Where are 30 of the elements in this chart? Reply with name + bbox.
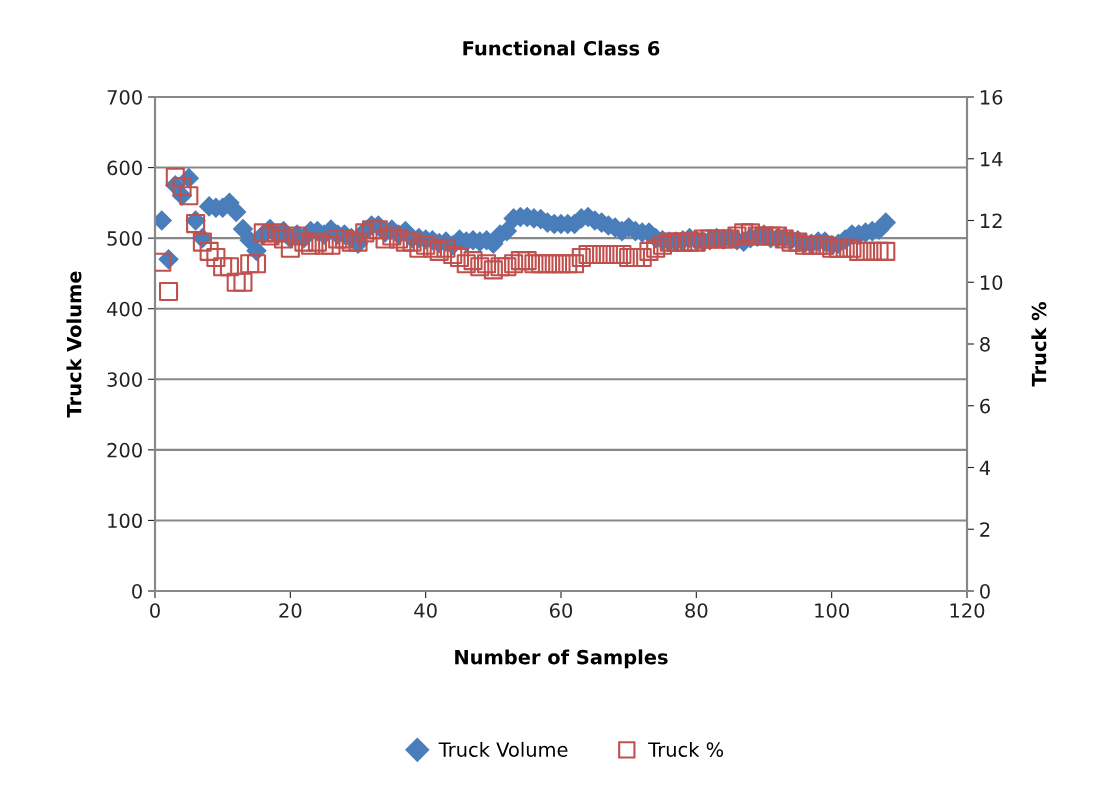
x-tick-label: 100 <box>815 603 849 618</box>
y2-tick-label: 14 <box>980 151 1003 167</box>
y-tick-label: 600 <box>107 160 142 176</box>
y2-tick-label: 0 <box>980 583 990 599</box>
x-tick-label: 60 <box>549 603 573 618</box>
y-tick-label: 200 <box>107 442 142 458</box>
y2-tick-label: 6 <box>980 398 990 414</box>
y2-tick-label: 16 <box>980 89 1003 105</box>
y-axis-title: Truck Volume <box>66 271 82 418</box>
x-tick-label: 80 <box>685 603 708 618</box>
x-tick-label: 20 <box>279 603 302 618</box>
y-tick-label: 400 <box>107 301 142 317</box>
x-tick-label: 120 <box>950 603 985 618</box>
y-tick-label: 100 <box>108 513 142 529</box>
x-tick-label: 40 <box>414 603 437 618</box>
legend-label: Truck Volume <box>438 741 568 757</box>
y2-tick-label: 10 <box>980 275 1003 290</box>
y2-tick-label: 4 <box>979 460 991 475</box>
y2-tick-label: 2 <box>980 522 990 537</box>
y-tick-label: 300 <box>107 372 142 387</box>
x-tick-label: 0 <box>150 603 160 618</box>
y-tick-label: 0 <box>132 583 142 599</box>
y-tick-label: 700 <box>107 89 142 105</box>
y2-tick-label: 8 <box>980 336 990 352</box>
y2-tick-label: 12 <box>980 213 1002 228</box>
y-tick-label: 500 <box>107 231 142 246</box>
y2-axis-title: Truck % <box>1031 301 1047 387</box>
x-axis-title: Number of Samples <box>455 649 668 669</box>
legend-label: Truck % <box>648 741 724 757</box>
chart-title: Functional Class 6 <box>463 40 660 56</box>
